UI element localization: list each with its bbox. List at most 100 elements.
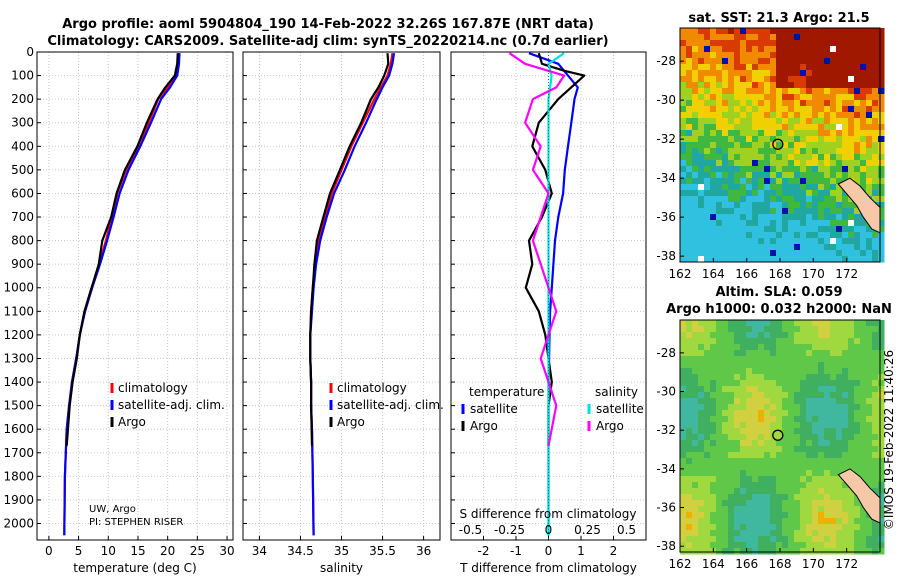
map-cell <box>758 88 765 95</box>
map-cell <box>698 506 705 513</box>
map-cell <box>878 524 885 531</box>
map-cell <box>836 506 843 513</box>
map-cell <box>740 506 747 513</box>
map-cell <box>866 446 873 453</box>
map-cell <box>812 70 819 77</box>
map-cell <box>800 362 807 369</box>
map-cell <box>878 184 885 191</box>
y-tick-label: 1700 <box>3 446 34 460</box>
map-cell <box>704 470 711 477</box>
map-cell <box>872 256 879 263</box>
map-cell <box>686 542 693 549</box>
map-cell <box>842 256 849 263</box>
map-cell <box>776 368 783 375</box>
map-cell <box>788 154 795 161</box>
map-cell <box>692 350 699 357</box>
map-cell <box>758 178 765 185</box>
map-cell <box>764 208 771 215</box>
map-cell <box>800 124 807 131</box>
map-cell <box>812 548 819 555</box>
map-cell <box>836 524 843 531</box>
map-cell <box>788 332 795 339</box>
map-cell <box>716 76 723 83</box>
map-cell <box>872 148 879 155</box>
map-cell <box>728 338 735 345</box>
map-cell <box>878 154 885 161</box>
map-cell <box>698 530 705 537</box>
map-cell <box>770 398 777 405</box>
map-cell <box>860 524 867 531</box>
map-cell <box>776 250 783 257</box>
map-cell <box>752 118 759 125</box>
map-cell <box>758 106 765 113</box>
map-cell <box>746 368 753 375</box>
map-cell <box>860 548 867 555</box>
map-cell <box>878 320 885 327</box>
map-cell <box>860 344 867 351</box>
map-cell <box>710 100 717 107</box>
map-cell <box>704 208 711 215</box>
map-cell <box>692 100 699 107</box>
map-cell <box>752 464 759 471</box>
map-cell <box>794 476 801 483</box>
map-cell <box>680 446 687 453</box>
map-cell <box>728 488 735 495</box>
map-cell <box>836 500 843 507</box>
map-cell <box>728 518 735 525</box>
sla-map-panel: 162 164 166 168 170 172-28-30-32-34-36-38 <box>656 319 885 571</box>
map-cell <box>680 28 687 35</box>
map-cell <box>836 136 843 143</box>
map-cell <box>800 172 807 179</box>
map-cell <box>854 350 861 357</box>
map-cell <box>692 506 699 513</box>
map-cell <box>764 250 771 257</box>
map-cell <box>758 58 765 65</box>
map-cell <box>788 202 795 209</box>
map-cell <box>806 494 813 501</box>
map-cell <box>776 220 783 227</box>
map-cell <box>836 118 843 125</box>
map-cell <box>812 124 819 131</box>
map-cell <box>686 232 693 239</box>
map-cell <box>734 232 741 239</box>
map-cell <box>782 320 789 327</box>
map-cell <box>704 46 711 53</box>
map-cell <box>746 506 753 513</box>
map-cell <box>698 58 705 65</box>
map-cell <box>746 392 753 399</box>
plot-frame <box>242 51 441 541</box>
map-cell <box>818 464 825 471</box>
map-cell <box>800 94 807 101</box>
map-cell <box>734 58 741 65</box>
map-cell <box>878 548 885 555</box>
map-cell <box>698 446 705 453</box>
series-line-argo <box>309 53 390 446</box>
map-cell <box>836 88 843 95</box>
map-cell <box>704 106 711 113</box>
map-cell <box>830 166 837 173</box>
map-cell <box>854 404 861 411</box>
map-cell <box>770 470 777 477</box>
map-cell <box>770 374 777 381</box>
map-cell <box>806 512 813 519</box>
map-cell <box>740 488 747 495</box>
map-cell <box>746 52 753 59</box>
map-cell <box>872 178 879 185</box>
x-tick-label: 5 <box>75 544 83 558</box>
map-cell <box>860 118 867 125</box>
map-cell <box>854 64 861 71</box>
map-cell <box>878 130 885 137</box>
map-cell <box>830 100 837 107</box>
map-cell <box>794 136 801 143</box>
map-cell <box>764 34 771 41</box>
map-cell <box>848 344 855 351</box>
map-cell <box>872 374 879 381</box>
map-cell <box>782 404 789 411</box>
map-cell <box>818 536 825 543</box>
map-cell <box>824 332 831 339</box>
map-cell <box>710 356 717 363</box>
map-cell <box>842 52 849 59</box>
map-cell <box>842 548 849 555</box>
map-cell <box>698 52 705 59</box>
map-cell <box>752 332 759 339</box>
